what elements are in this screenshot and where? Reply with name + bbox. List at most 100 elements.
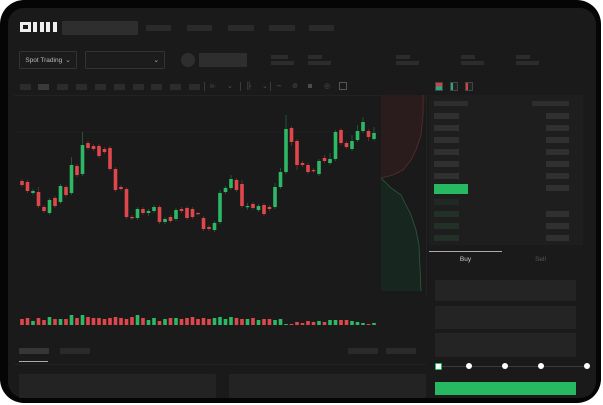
volume-bar bbox=[306, 321, 310, 325]
candle-up bbox=[284, 129, 288, 172]
interval-button[interactable] bbox=[95, 84, 106, 90]
candle-down bbox=[190, 209, 195, 217]
chevron-down-icon: ⌄ bbox=[153, 57, 159, 64]
bid-price bbox=[434, 223, 459, 229]
pair-select[interactable]: ⌄ bbox=[85, 51, 165, 69]
camera-icon[interactable]: ◙ bbox=[308, 83, 313, 90]
okx-logo bbox=[20, 22, 57, 32]
amount-input[interactable] bbox=[435, 306, 576, 329]
chevron-down-icon[interactable]: ⌄ bbox=[262, 83, 268, 90]
order-book bbox=[429, 95, 583, 245]
volume-bar bbox=[207, 319, 211, 325]
tab-order-history[interactable] bbox=[60, 348, 90, 354]
candle-down bbox=[267, 207, 272, 209]
buy-button[interactable] bbox=[435, 382, 576, 395]
ask-price bbox=[434, 125, 459, 131]
fullscreen-icon[interactable] bbox=[339, 82, 347, 90]
candle-down bbox=[113, 169, 118, 190]
ruler-icon[interactable]: ⊘ bbox=[292, 83, 298, 90]
stat-label bbox=[461, 55, 475, 59]
slider-step[interactable] bbox=[502, 363, 508, 369]
interval-button[interactable] bbox=[170, 84, 181, 90]
nav-item[interactable] bbox=[228, 25, 254, 31]
tab-buy[interactable]: Buy bbox=[459, 256, 472, 263]
volume-bar bbox=[229, 317, 233, 325]
candle-up bbox=[355, 131, 360, 140]
tab-sell[interactable]: Sell bbox=[535, 256, 546, 263]
candle-up bbox=[80, 145, 85, 174]
volume-bar bbox=[25, 318, 30, 325]
slider-step[interactable] bbox=[538, 363, 544, 369]
nav-item[interactable] bbox=[146, 25, 171, 31]
toolbar-divider bbox=[240, 82, 241, 91]
bid-price bbox=[434, 211, 459, 217]
chevron-down-icon[interactable]: ⌄ bbox=[227, 83, 233, 90]
interval-button[interactable] bbox=[189, 84, 200, 90]
interval-button[interactable] bbox=[151, 84, 162, 90]
stat-label bbox=[396, 55, 410, 59]
bottom-action[interactable] bbox=[386, 348, 416, 354]
volume-bar bbox=[267, 319, 272, 325]
amount-slider[interactable] bbox=[438, 366, 588, 367]
interval-icon[interactable]: ıı· bbox=[210, 83, 217, 90]
volume-bar bbox=[69, 315, 74, 325]
bid-price bbox=[434, 235, 459, 241]
stat-value bbox=[396, 61, 419, 65]
volume-bar bbox=[317, 321, 321, 325]
volume-bar bbox=[322, 322, 327, 325]
volume-bar bbox=[289, 324, 294, 325]
ask-amount bbox=[546, 149, 569, 155]
candle-down bbox=[306, 165, 310, 172]
volume-bar bbox=[372, 323, 376, 325]
settings-icon[interactable]: ◎ bbox=[324, 83, 331, 90]
nav-item[interactable] bbox=[187, 25, 212, 31]
volume-bar bbox=[97, 318, 101, 325]
volume-bar bbox=[36, 318, 41, 325]
price-input[interactable] bbox=[435, 280, 576, 301]
volume-bar bbox=[20, 319, 24, 325]
search-box[interactable] bbox=[62, 21, 138, 35]
volume-bar bbox=[350, 321, 354, 325]
book-header-amount bbox=[532, 101, 569, 106]
coin-icon bbox=[181, 53, 195, 67]
candle-down bbox=[119, 187, 123, 189]
slider-step[interactable] bbox=[466, 363, 472, 369]
candle-up bbox=[317, 161, 321, 174]
nav-item[interactable] bbox=[309, 25, 334, 31]
interval-button[interactable] bbox=[114, 84, 125, 90]
view-both-icon[interactable] bbox=[435, 82, 443, 91]
nav-item[interactable] bbox=[269, 25, 295, 31]
interval-button[interactable] bbox=[76, 84, 87, 90]
view-asks-icon[interactable] bbox=[465, 82, 473, 91]
volume-bar bbox=[212, 318, 217, 325]
volume-bar bbox=[311, 322, 316, 325]
candle-down bbox=[196, 213, 200, 215]
candle-up bbox=[152, 207, 156, 211]
tab-open-orders[interactable] bbox=[19, 348, 49, 354]
volume-bar bbox=[339, 320, 343, 325]
volume-bar bbox=[86, 317, 90, 325]
candle-down bbox=[311, 170, 316, 172]
volume-bar bbox=[333, 320, 338, 325]
market-select[interactable]: Spot Trading ⌄ bbox=[19, 51, 77, 69]
volume-bar bbox=[240, 319, 244, 325]
interval-button[interactable] bbox=[38, 84, 49, 90]
slider-handle[interactable] bbox=[435, 363, 442, 370]
volume-bar bbox=[355, 322, 360, 325]
ask-amount bbox=[546, 113, 569, 119]
interval-button[interactable] bbox=[20, 84, 31, 90]
interval-button[interactable] bbox=[133, 84, 144, 90]
ask-amount bbox=[546, 173, 569, 179]
slider-step[interactable] bbox=[584, 363, 590, 369]
bottom-action[interactable] bbox=[348, 348, 378, 354]
total-input[interactable] bbox=[435, 333, 576, 357]
view-bids-icon[interactable] bbox=[450, 82, 458, 91]
candle-down bbox=[75, 166, 79, 175]
volume-bar bbox=[91, 318, 96, 325]
interval-button[interactable] bbox=[57, 84, 68, 90]
candles-icon[interactable]: ╠ bbox=[246, 83, 251, 90]
volume-bar bbox=[75, 318, 79, 325]
last-price bbox=[199, 53, 247, 67]
line-icon[interactable]: ∼ bbox=[276, 83, 282, 90]
